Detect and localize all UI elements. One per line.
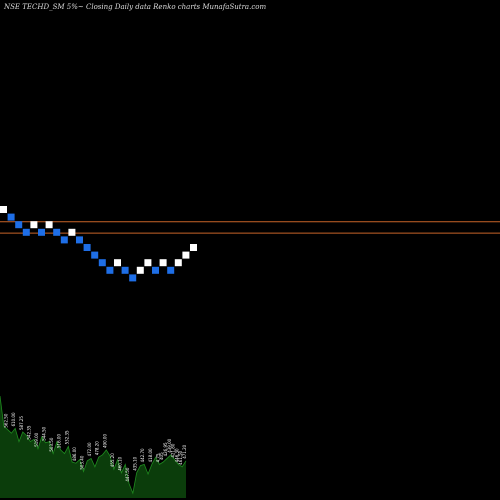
- volume-value-label: 503.40: [80, 455, 85, 469]
- renko-brick-down: [167, 266, 175, 274]
- volume-value-label: 562.50: [4, 413, 9, 427]
- renko-brick-down: [15, 221, 23, 229]
- renko-brick-down: [106, 266, 114, 274]
- renko-brick-up: [159, 259, 167, 267]
- volume-area: [0, 396, 186, 498]
- volume-value-label: 442.70: [140, 448, 145, 462]
- volume-value-label: 421.80: [171, 443, 176, 457]
- volume-value-label: 426.95: [163, 442, 168, 456]
- volume-value-label: 490.00: [102, 434, 107, 448]
- volume-value-label: 610.00: [11, 412, 16, 426]
- renko-brick-up: [45, 221, 53, 229]
- volume-value-label: 418.00: [148, 448, 153, 462]
- volume-value-label: 455.20: [110, 453, 115, 467]
- renko-brick-up: [190, 244, 197, 251]
- renko-brick-down: [22, 228, 30, 236]
- renko-brick-up: [68, 228, 76, 236]
- renko-brick-down: [121, 266, 129, 274]
- renko-brick-down: [7, 213, 15, 221]
- volume-value-label: 472.00: [87, 442, 92, 456]
- renko-brick-down: [98, 259, 106, 267]
- renko-brick-up: [136, 266, 144, 274]
- horizontal-lines: [0, 221, 500, 234]
- volume-value-label: 435.10: [133, 456, 138, 470]
- volume-value-label: 587.25: [19, 416, 24, 430]
- renko-brick-down: [129, 274, 137, 282]
- volume-value-label: 446.30: [174, 448, 179, 462]
- renko-brick-up: [30, 221, 38, 229]
- volume-value-label: 486.00: [72, 447, 77, 461]
- volume-value-label: 460.10: [117, 456, 122, 470]
- renko-bricks: [0, 206, 197, 282]
- renko-brick-up: [174, 259, 182, 267]
- volume-value-label: 447.50: [125, 467, 130, 481]
- volume-value-label: 544.50: [42, 426, 47, 440]
- volume-line: [0, 395, 187, 495]
- renko-brick-up: [114, 259, 121, 267]
- volume-value-label: 461.50: [178, 450, 183, 464]
- volume-panel: [0, 395, 187, 498]
- volume-value-label: 503.50: [49, 437, 54, 451]
- renko-brick-down: [38, 228, 45, 236]
- volume-value-label: 542.35: [26, 425, 31, 439]
- renko-brick-down: [91, 251, 99, 259]
- volume-value-label: 405: [159, 452, 164, 460]
- chart-title: NSE TECHD_SM 5%~ Closing Daily data Renk…: [3, 3, 266, 11]
- renko-brick-down: [60, 236, 68, 244]
- volume-value-label: 4.75: [155, 453, 160, 462]
- renko-brick-up: [0, 206, 7, 213]
- volume-value-label: 439.00: [167, 438, 172, 452]
- renko-brick-down: [83, 244, 91, 251]
- renko-brick-down: [53, 228, 61, 236]
- renko-brick-up: [182, 251, 190, 259]
- renko-brick-up: [144, 259, 152, 267]
- volume-value-label: 478.20: [95, 441, 100, 455]
- renko-brick-down: [152, 266, 159, 274]
- renko-brick-down: [76, 236, 83, 244]
- volume-value-label: 532.35: [64, 430, 69, 444]
- volume-value-label: 516.00: [57, 434, 62, 448]
- volume-value-label: 519.00: [34, 432, 39, 446]
- volume-value-label: 471.20: [182, 444, 187, 458]
